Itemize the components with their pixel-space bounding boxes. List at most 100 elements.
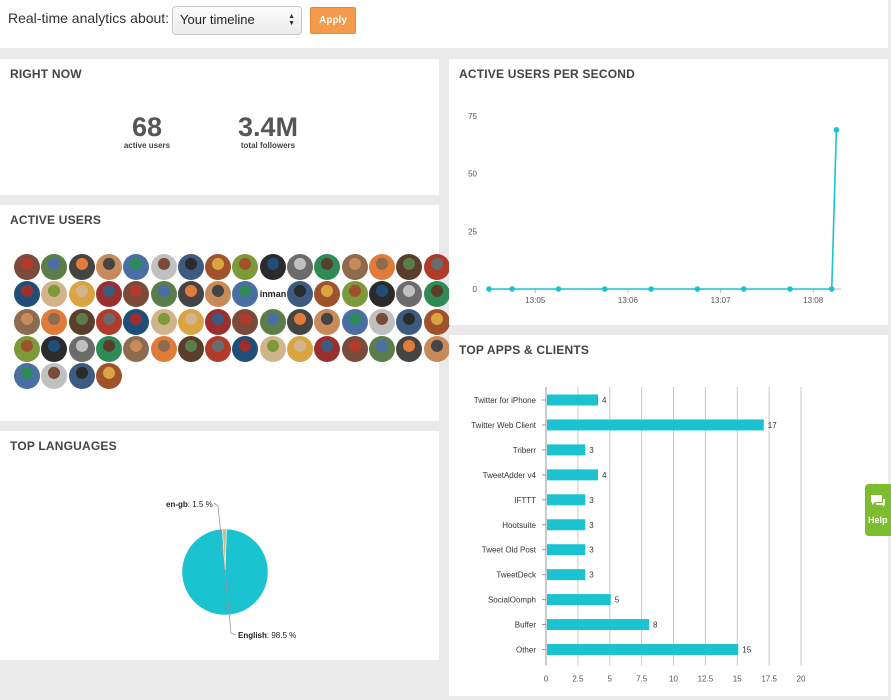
user-avatar[interactable]	[423, 281, 450, 308]
bar[interactable]	[547, 444, 586, 456]
user-avatar[interactable]	[259, 254, 286, 280]
user-avatar[interactable]	[177, 281, 204, 308]
top-apps-title: TOP APPS & CLIENTS	[459, 343, 590, 357]
select-arrows-icon: ▲ ▼	[288, 13, 295, 27]
user-avatar[interactable]	[232, 335, 259, 362]
user-avatar[interactable]	[150, 335, 177, 362]
user-avatar[interactable]	[150, 308, 177, 335]
bar[interactable]	[547, 544, 586, 556]
user-avatar[interactable]	[177, 254, 204, 280]
data-point[interactable]	[648, 286, 654, 292]
user-avatar[interactable]	[14, 281, 40, 308]
user-avatar[interactable]	[341, 308, 368, 335]
user-avatar[interactable]	[232, 308, 259, 335]
user-avatar[interactable]	[177, 308, 204, 335]
user-avatar[interactable]	[396, 281, 423, 308]
data-point[interactable]	[828, 286, 835, 292]
user-avatar[interactable]	[68, 363, 95, 390]
user-avatar[interactable]	[95, 335, 122, 362]
user-avatar[interactable]	[123, 308, 150, 335]
data-point[interactable]	[509, 286, 515, 292]
user-avatar[interactable]	[14, 308, 40, 335]
user-avatar[interactable]	[259, 335, 286, 362]
user-avatar[interactable]	[95, 254, 122, 280]
user-avatar[interactable]	[314, 335, 341, 362]
user-avatar[interactable]	[232, 281, 259, 308]
user-avatar[interactable]	[14, 335, 40, 362]
user-avatar[interactable]	[95, 363, 122, 390]
user-avatar[interactable]	[41, 335, 68, 362]
bar[interactable]	[547, 569, 586, 581]
user-avatar[interactable]	[41, 308, 68, 335]
user-avatar[interactable]	[396, 308, 423, 335]
user-avatar[interactable]	[150, 254, 177, 280]
data-point[interactable]	[694, 286, 701, 292]
data-point[interactable]	[740, 286, 747, 292]
user-avatar[interactable]	[68, 335, 95, 362]
user-avatar[interactable]	[68, 254, 95, 280]
data-point[interactable]	[555, 286, 562, 292]
user-avatar[interactable]	[341, 254, 368, 280]
data-point[interactable]	[787, 286, 793, 292]
user-avatar-inman[interactable]: inman	[259, 281, 286, 308]
user-avatar[interactable]	[259, 308, 286, 335]
apply-button[interactable]: Apply	[310, 7, 356, 34]
user-avatar[interactable]	[341, 335, 368, 362]
user-avatar[interactable]	[287, 308, 313, 335]
category-label: Twitter for iPhone	[474, 396, 537, 405]
bar[interactable]	[547, 519, 586, 531]
user-avatar[interactable]	[95, 308, 122, 335]
user-avatar[interactable]	[287, 254, 313, 280]
user-avatar[interactable]	[314, 308, 341, 335]
user-avatar[interactable]	[314, 254, 341, 280]
bar[interactable]	[547, 419, 764, 431]
data-point[interactable]	[486, 286, 492, 292]
user-avatar[interactable]	[314, 281, 341, 308]
user-avatar[interactable]	[423, 308, 450, 335]
user-avatar[interactable]	[177, 335, 204, 362]
user-avatar[interactable]	[41, 281, 68, 308]
user-avatar[interactable]	[368, 308, 395, 335]
user-avatar[interactable]	[368, 335, 395, 362]
bar-value-label: 4	[602, 471, 607, 480]
bar[interactable]	[547, 619, 649, 631]
user-avatar[interactable]	[205, 308, 232, 335]
bar[interactable]	[547, 644, 739, 655]
user-avatar[interactable]	[14, 254, 40, 280]
data-point[interactable]	[601, 286, 608, 292]
user-avatar[interactable]	[14, 363, 40, 390]
bar[interactable]	[547, 394, 598, 406]
user-avatar[interactable]	[423, 254, 450, 280]
help-tab[interactable]: Help	[865, 484, 891, 536]
active-users-caption: active users	[123, 141, 171, 150]
user-avatar[interactable]	[123, 281, 150, 308]
user-avatar[interactable]	[396, 335, 423, 362]
user-avatar[interactable]	[232, 254, 259, 280]
user-avatar[interactable]	[205, 254, 232, 280]
timeline-select[interactable]: Your timeline ▲ ▼	[172, 6, 302, 35]
user-avatar[interactable]	[287, 335, 313, 362]
bar[interactable]	[547, 594, 611, 606]
user-avatar[interactable]	[287, 281, 313, 308]
user-avatar[interactable]	[205, 335, 232, 362]
user-avatar[interactable]	[68, 281, 95, 308]
bar[interactable]	[547, 469, 598, 481]
user-avatar[interactable]	[41, 254, 68, 280]
user-avatar[interactable]	[341, 281, 368, 308]
user-avatar[interactable]	[205, 281, 232, 308]
category-label: Hootsuite	[502, 521, 536, 530]
user-avatar[interactable]	[396, 254, 423, 280]
user-avatar[interactable]	[368, 254, 395, 280]
user-avatar[interactable]	[150, 281, 177, 308]
user-avatar[interactable]	[41, 363, 68, 390]
bar-value-label: 15	[742, 646, 751, 655]
user-avatar[interactable]	[95, 281, 122, 308]
user-avatar[interactable]	[123, 254, 150, 280]
user-avatar[interactable]	[423, 335, 450, 362]
english-data-label: English: 98.5 %	[238, 631, 296, 640]
data-point[interactable]	[833, 127, 840, 133]
user-avatar[interactable]	[123, 335, 150, 362]
user-avatar[interactable]	[368, 281, 395, 308]
bar[interactable]	[547, 494, 586, 506]
user-avatar[interactable]	[68, 308, 95, 335]
